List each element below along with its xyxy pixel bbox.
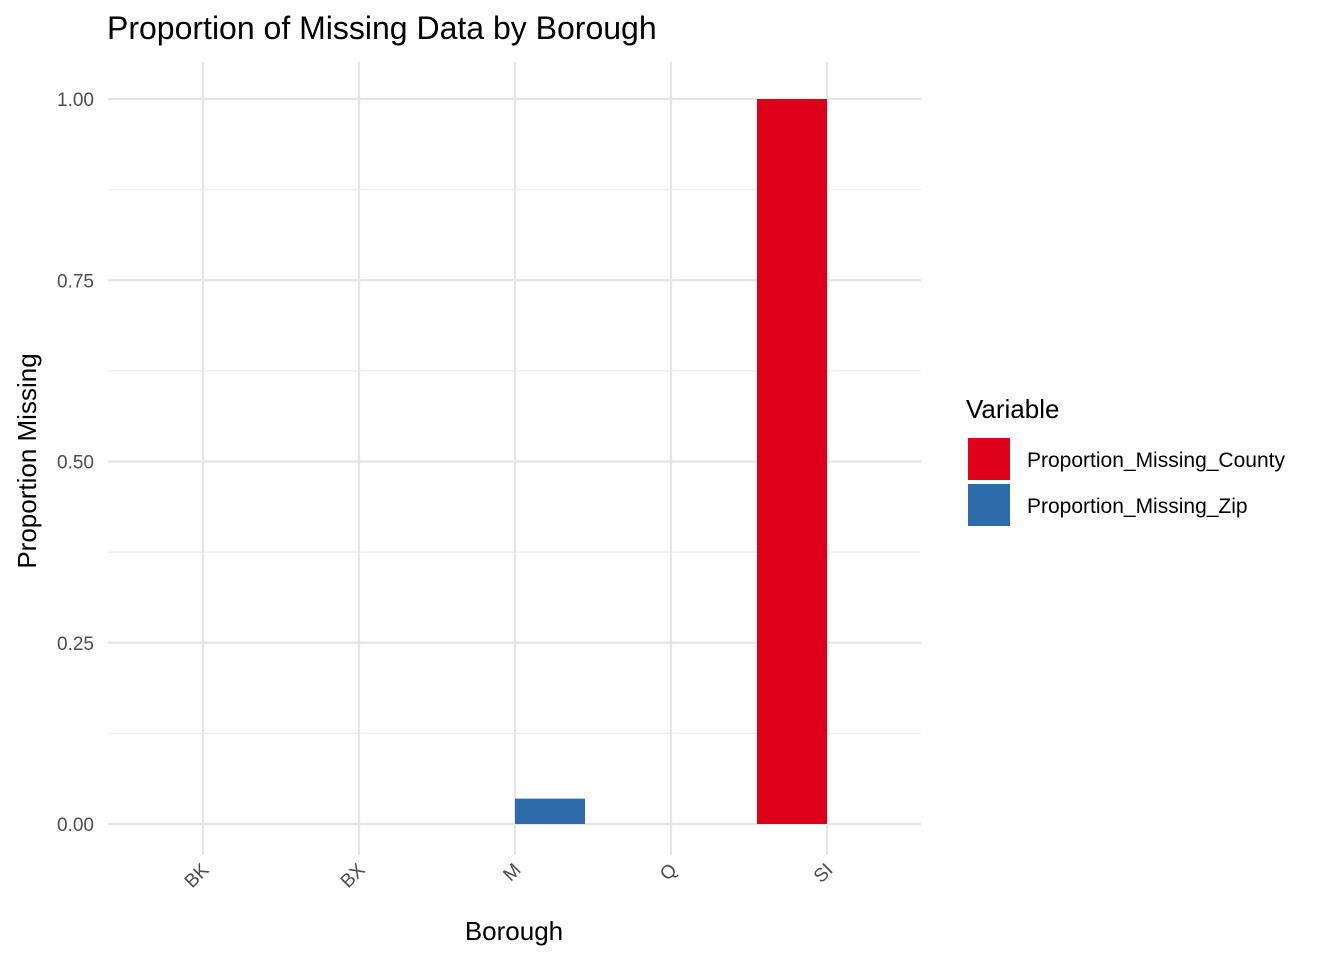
y-axis-title: Proportion Missing (12, 353, 42, 568)
x-tick-label-bk: BK (181, 859, 214, 892)
x-tick-label-bx: BX (337, 859, 370, 892)
x-tick-label-si: SI (810, 860, 838, 888)
x-tick-label-q: Q (656, 860, 681, 885)
legend-swatch-proportion-missing-zip (968, 484, 1010, 526)
chart-title: Proportion of Missing Data by Borough (107, 10, 657, 46)
legend-label-proportion-missing-county: Proportion_Missing_County (1027, 449, 1285, 472)
y-tick-label: 1.00 (57, 90, 94, 111)
x-axis-title: Borough (465, 916, 563, 946)
legend-label-proportion-missing-zip: Proportion_Missing_Zip (1027, 495, 1248, 518)
y-tick-label: 0.00 (57, 815, 94, 836)
y-tick-label: 0.75 (57, 271, 94, 292)
bars (515, 99, 827, 824)
y-axis-ticks: 0.00 0.25 0.50 0.75 1.00 (57, 90, 94, 836)
bar-proportion-missing-county-si (757, 99, 827, 824)
bar-proportion-missing-zip-m (515, 798, 585, 824)
legend-swatch-proportion-missing-county (968, 438, 1010, 480)
y-tick-label: 0.50 (57, 453, 94, 474)
legend-title: Variable (966, 394, 1059, 424)
x-tick-label-m: M (499, 860, 525, 886)
legend: Variable Proportion_Missing_County Propor… (966, 394, 1285, 526)
x-axis-ticks: BK BX M Q SI (181, 859, 838, 892)
y-tick-label: 0.25 (57, 634, 94, 655)
